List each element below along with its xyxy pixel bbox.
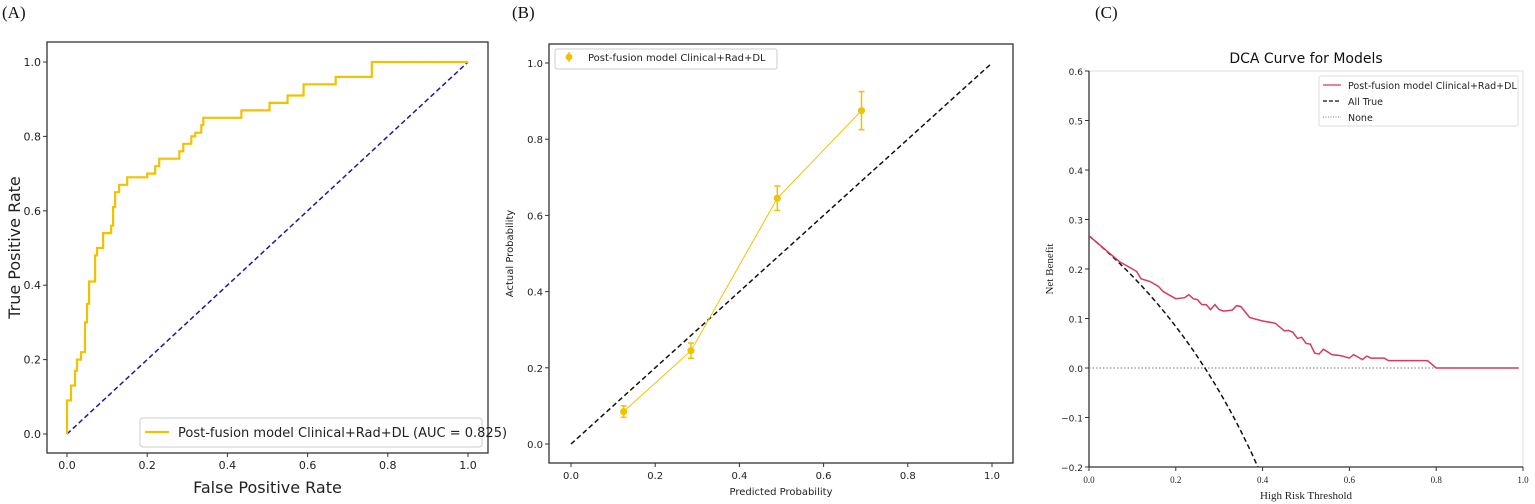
x-tick-label: 0.6: [816, 471, 832, 482]
x-tick-label: 0.0: [58, 459, 76, 472]
data-point: [620, 408, 628, 416]
x-tick-label: 0.4: [219, 459, 237, 472]
y-tick-label: 0.8: [24, 130, 42, 143]
legend-label: All True: [1348, 97, 1383, 108]
data-point: [857, 107, 866, 115]
y-tick-label: 0.6: [1069, 68, 1084, 78]
x-axis-label: False Positive Rate: [193, 478, 342, 497]
x-tick-label: 0.0: [1083, 475, 1095, 485]
x-tick-label: 0.0: [563, 471, 579, 482]
chart-title: DCA Curve for Models: [1229, 51, 1382, 67]
panel-label: (C): [1095, 3, 1118, 22]
x-tick-label: 0.2: [647, 471, 663, 482]
data-point: [773, 194, 781, 202]
legend-box: [139, 417, 483, 448]
panel-label: (A): [2, 3, 26, 22]
panel-label: (B): [512, 3, 535, 22]
y-tick-label: −0.1: [1061, 415, 1083, 425]
axes-frame: [1088, 70, 1524, 468]
plot-area: [570, 62, 993, 445]
x-tick-label: 1.0: [1517, 475, 1529, 485]
y-tick-label: 0.0: [527, 440, 543, 451]
y-tick-label: 0.8: [527, 135, 543, 146]
y-tick-label: 0.4: [24, 279, 42, 292]
y-tick-label: 0.4: [1069, 167, 1084, 177]
y-axis-label: True Positive Rate: [5, 176, 24, 320]
legend-label: Post-fusion model Clinical+Rad+DL: [1348, 81, 1517, 92]
legend: Post-fusion model Clinical+Rad+DL (AUC =…: [139, 417, 507, 448]
y-tick-label: 0.1: [1069, 316, 1083, 326]
series-line-chance: [66, 61, 469, 435]
x-tick-label: 0.8: [379, 459, 397, 472]
series-line-post-fusion-model-clinical-rad: [65, 60, 468, 434]
series-line-post-fusion-model-clinical-rad: [1089, 235, 1519, 369]
legend-box: [1318, 75, 1519, 127]
x-tick-label: 0.2: [1170, 475, 1181, 485]
y-tick-label: 0.4: [527, 288, 543, 299]
legend: Post-fusion model Clinical+Rad+DL: [554, 48, 778, 70]
x-axis-label: Predicted Probability: [730, 487, 833, 498]
y-tick-label: 1.0: [527, 59, 543, 70]
y-axis-label: Actual Probability: [505, 210, 516, 297]
y-tick-label: −0.2: [1061, 464, 1083, 474]
legend-label: Post-fusion model Clinical+Rad+DL (AUC =…: [178, 426, 507, 441]
x-tick-label: 1.0: [984, 471, 1000, 482]
series-line-perfect: [570, 62, 993, 445]
x-tick-label: 0.4: [731, 471, 747, 482]
y-tick-label: 0.0: [1069, 365, 1084, 375]
x-tick-label: 0.8: [1431, 475, 1443, 485]
y-tick-label: 0.3: [1069, 217, 1083, 227]
legend-label: Post-fusion model Clinical+Rad+DL: [588, 53, 766, 64]
y-tick-label: 0.2: [1069, 266, 1083, 276]
x-axis-label: High Risk Threshold: [1260, 490, 1353, 502]
panel-a: (A) 0.0 0.2 0.4 0.6 0.8 1.0 0.0 0.2 0.4 0.6 0.8 1.0 F…: [2, 3, 507, 497]
y-tick-label: 0.5: [1069, 118, 1083, 128]
series-line-all-true: [1089, 235, 1259, 467]
y-tick-label: 0.6: [527, 211, 543, 222]
legend-label: None: [1348, 113, 1373, 124]
plot-area: [65, 60, 469, 435]
data-point: [687, 347, 695, 355]
legend-box: [554, 48, 778, 70]
x-tick-label: 0.6: [1344, 475, 1356, 485]
y-tick-label: 0.2: [527, 364, 543, 375]
panel-b: (B) 0.0 0.2 0.4 0.6 0.8 1.0 0.0 0.2 0.4 0.6 0.8 1.0 P…: [505, 3, 1014, 498]
y-tick-label: 1.0: [24, 56, 42, 69]
y-tick-label: 0.6: [24, 205, 42, 218]
y-tick-label: 0.2: [24, 354, 42, 367]
y-tick-label: 0.0: [24, 428, 42, 441]
axes-frame: [46, 41, 489, 454]
x-tick-label: 0.6: [299, 459, 317, 472]
x-tick-label: 0.2: [138, 459, 156, 472]
series-line-post-fusion-model-clinical-rad: [623, 110, 862, 412]
panel-c: (C) DCA Curve for Models 0.0 0.2 0.4 0.6 0.8 1.…: [1044, 3, 1529, 502]
axes-frame: [548, 43, 1014, 464]
y-axis-label: Net Benefit: [1044, 243, 1056, 294]
legend: Post-fusion model Clinical+Rad+DL All Tru…: [1318, 75, 1519, 127]
x-tick-label: 0.4: [1257, 475, 1269, 485]
x-tick-label: 1.0: [459, 459, 477, 472]
x-tick-label: 0.8: [900, 471, 916, 482]
plot-area: [1089, 235, 1519, 467]
